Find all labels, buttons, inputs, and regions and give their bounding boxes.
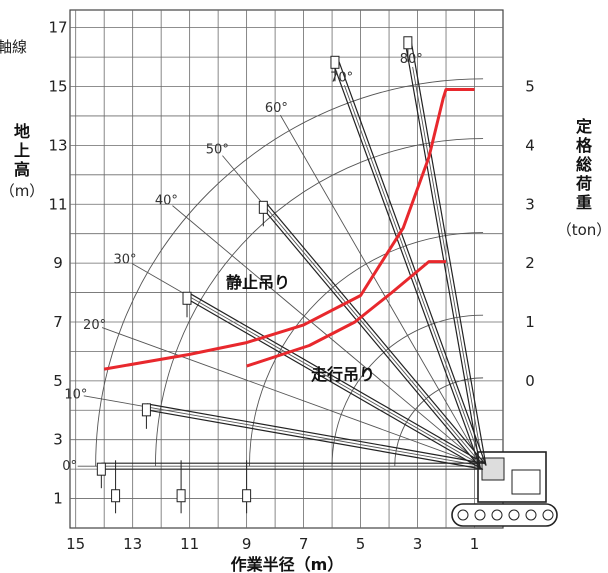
- y-right-tick-label: 2: [525, 254, 535, 272]
- y-left-tick-label: 1: [53, 490, 63, 508]
- curve-label-static: 静止吊り: [226, 273, 290, 292]
- y-right-title-char: 重: [576, 193, 592, 212]
- hook-block: [182, 291, 192, 305]
- radius-arc: [155, 138, 484, 467]
- x-tick-label: 5: [356, 535, 366, 553]
- y-right-unit: （ton）: [557, 221, 608, 239]
- boom-angle-label: 30°: [114, 252, 137, 267]
- y-left-tick-label: 7: [53, 313, 63, 331]
- boom-angle-label: 0°: [62, 459, 77, 474]
- hook-block: [242, 489, 252, 503]
- load-curve-2: [246, 260, 446, 368]
- track-roller: [508, 509, 520, 521]
- boom-section: [410, 39, 487, 466]
- load-curve-1: [103, 88, 475, 371]
- y-right-tick-label: 5: [525, 78, 535, 96]
- boom-angle-label: 80°: [400, 52, 423, 67]
- chart-grid: [69, 9, 504, 529]
- boom-section: [331, 60, 481, 468]
- engine-cover: [511, 469, 541, 495]
- boom-section: [145, 409, 483, 470]
- curve-label-travel: 走行吊り: [310, 365, 375, 384]
- boom-angle-line: [101, 327, 484, 467]
- y-left-tick-label: 9: [53, 254, 63, 272]
- boom-section: [185, 297, 482, 470]
- plot-frame: [69, 9, 504, 529]
- boom-angle-label: 40°: [155, 193, 178, 208]
- y-left-tick-label: 13: [48, 136, 67, 154]
- x-tick-label: 1: [470, 535, 480, 553]
- y-left-tick-label: 3: [53, 431, 63, 449]
- hook-block: [403, 36, 413, 50]
- x-tick-label: 13: [123, 535, 142, 553]
- hook-block: [330, 55, 340, 69]
- x-tick-label: 15: [66, 535, 85, 553]
- radius-arc: [95, 78, 484, 467]
- boom-section: [337, 58, 487, 466]
- boom-angle-label: 20°: [83, 318, 106, 333]
- hook-block: [96, 462, 106, 476]
- y-left-tick-label: 15: [48, 78, 67, 96]
- y-left-title-char: 上: [14, 141, 30, 160]
- radius-arc: [249, 232, 484, 467]
- x-tick-label: 7: [299, 535, 309, 553]
- y-right-title-char: 荷: [576, 174, 592, 193]
- y-left-unit: （m）: [0, 182, 44, 200]
- boom-angle-label: 60°: [265, 101, 288, 116]
- radius-arc: [331, 314, 484, 467]
- y-right-title-char: 定: [575, 117, 592, 136]
- boom-section: [146, 403, 484, 464]
- track-roller: [491, 509, 503, 521]
- boom-angle-label: 10°: [64, 387, 87, 402]
- y-right-tick-label: 1: [525, 313, 535, 331]
- track-roller: [542, 509, 554, 521]
- hook-block: [176, 489, 186, 503]
- radius-arcs: [95, 78, 484, 467]
- hook-block: [258, 200, 268, 214]
- crane-illustration: [96, 36, 558, 527]
- y-right-tick-label: 0: [525, 372, 535, 390]
- crawler-track: [451, 503, 558, 527]
- y-left-tick-label: 5: [53, 372, 63, 390]
- y-left-title-char: 地: [14, 122, 30, 141]
- y-right-title-char: 格: [576, 136, 593, 155]
- hook-block: [111, 489, 121, 503]
- y-left-tick-label: 17: [48, 19, 67, 37]
- boom-angle-line: [279, 114, 484, 467]
- track-roller: [474, 509, 486, 521]
- partial-axis-label: 軸線: [0, 38, 27, 56]
- x-tick-label: 9: [242, 535, 252, 553]
- load-curves: [103, 88, 475, 371]
- y-left-tick-label: 11: [48, 195, 67, 213]
- track-roller: [525, 509, 537, 521]
- y-right-tick-label: 4: [525, 136, 535, 154]
- y-right-tick-label: 3: [525, 195, 535, 213]
- boom-angle-label: 70°: [330, 71, 353, 86]
- y-left-title-char: 高: [14, 160, 30, 179]
- x-tick-label: 11: [180, 535, 199, 553]
- boom-section: [404, 40, 481, 467]
- x-axis-title: 作業半径（m）: [231, 555, 344, 573]
- boom-angle-label: 50°: [206, 142, 229, 157]
- x-tick-label: 3: [413, 535, 423, 553]
- y-right-title-char: 総: [576, 155, 592, 174]
- hook-block: [141, 403, 151, 417]
- boom-section: [265, 202, 486, 465]
- boom-section: [188, 292, 485, 465]
- boom-section: [260, 205, 482, 469]
- boom-angle-line: [412, 66, 484, 467]
- track-roller: [457, 509, 469, 521]
